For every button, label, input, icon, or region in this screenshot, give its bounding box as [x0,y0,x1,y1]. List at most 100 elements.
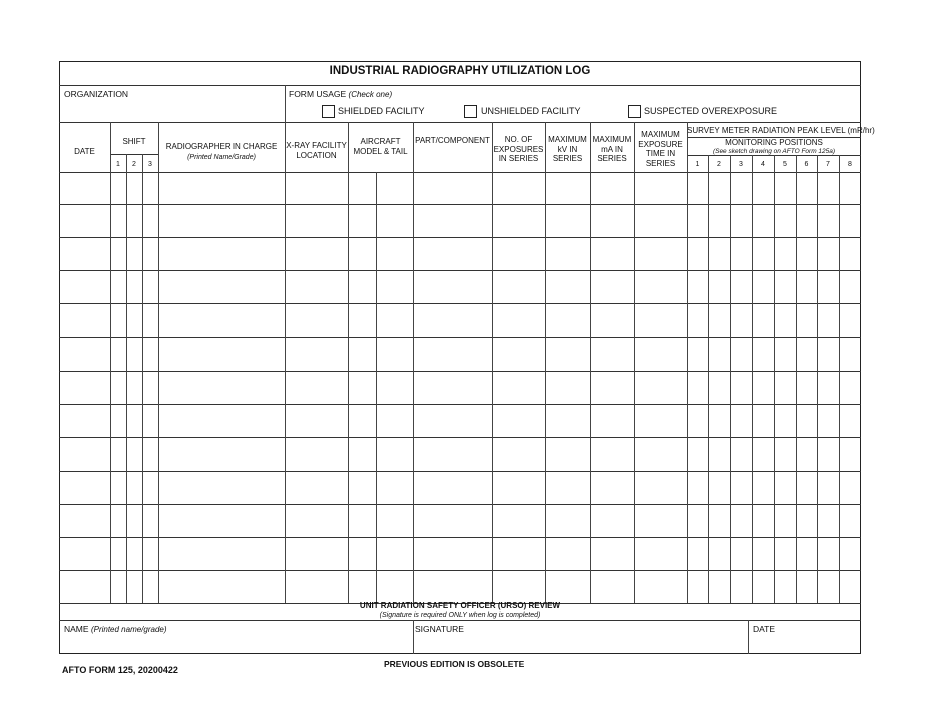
entry-cell[interactable] [775,538,796,570]
entry-cell[interactable] [286,205,348,237]
entry-cell[interactable] [731,173,752,204]
entry-cell[interactable] [111,538,126,570]
entry-cell[interactable] [493,372,545,404]
entry-cell[interactable] [127,472,142,504]
entry-cell[interactable] [493,505,545,537]
entry-cell[interactable] [60,538,110,570]
entry-cell[interactable] [546,304,590,337]
entry-cell[interactable] [377,205,413,237]
entry-cell[interactable] [286,405,348,437]
entry-cell[interactable] [753,538,774,570]
entry-cell[interactable] [709,472,730,504]
entry-cell[interactable] [414,372,492,404]
entry-cell[interactable] [635,304,708,337]
entry-cell[interactable] [775,304,796,337]
entry-cell[interactable] [377,472,413,504]
entry-cell[interactable] [159,205,285,237]
entry-cell[interactable] [286,338,348,371]
entry-cell[interactable] [111,238,126,270]
entry-cell[interactable] [111,338,126,371]
entry-cell[interactable] [709,505,730,537]
entry-cell[interactable] [143,205,158,237]
entry-cell[interactable] [709,571,730,603]
entry-cell[interactable] [414,505,492,537]
entry-cell[interactable] [414,304,492,337]
entry-cell[interactable] [159,238,285,270]
entry-cell[interactable] [143,472,158,504]
entry-cell[interactable] [493,538,545,570]
entry-cell[interactable] [546,338,590,371]
entry-cell[interactable] [818,338,839,371]
entry-cell[interactable] [840,505,861,537]
entry-cell[interactable] [840,372,861,404]
entry-cell[interactable] [159,538,285,570]
entry-cell[interactable] [709,238,730,270]
entry-cell[interactable] [591,571,634,603]
entry-cell[interactable] [840,271,861,303]
entry-cell[interactable] [143,372,158,404]
entry-cell[interactable] [797,505,817,537]
entry-cell[interactable] [493,238,545,270]
unshielded-facility-checkbox[interactable] [464,105,477,118]
organization-field[interactable] [60,98,284,121]
entry-cell[interactable] [60,372,110,404]
entry-cell[interactable] [127,271,142,303]
entry-cell[interactable] [377,173,413,204]
entry-cell[interactable] [377,505,413,537]
entry-cell[interactable] [286,271,348,303]
entry-cell[interactable] [709,205,730,237]
entry-cell[interactable] [635,505,708,537]
entry-cell[interactable] [591,438,634,471]
entry-cell[interactable] [797,338,817,371]
entry-cell[interactable] [797,472,817,504]
entry-cell[interactable] [818,173,839,204]
review-date-field[interactable] [750,634,860,653]
entry-cell[interactable] [414,571,492,603]
entry-cell[interactable] [349,538,376,570]
entry-cell[interactable] [60,438,110,471]
entry-cell[interactable] [546,238,590,270]
entry-cell[interactable] [818,438,839,471]
entry-cell[interactable] [159,571,285,603]
entry-cell[interactable] [286,571,348,603]
entry-cell[interactable] [60,338,110,371]
entry-cell[interactable] [349,205,376,237]
entry-cell[interactable] [60,472,110,504]
entry-cell[interactable] [731,304,752,337]
entry-cell[interactable] [840,205,861,237]
entry-cell[interactable] [159,271,285,303]
entry-cell[interactable] [127,505,142,537]
entry-cell[interactable] [493,271,545,303]
entry-cell[interactable] [731,372,752,404]
entry-cell[interactable] [349,304,376,337]
entry-cell[interactable] [111,405,126,437]
signature-field[interactable] [414,634,748,653]
entry-cell[interactable] [797,571,817,603]
entry-cell[interactable] [127,405,142,437]
entry-cell[interactable] [493,304,545,337]
entry-cell[interactable] [377,571,413,603]
entry-cell[interactable] [377,338,413,371]
entry-cell[interactable] [127,205,142,237]
entry-cell[interactable] [797,271,817,303]
entry-cell[interactable] [818,372,839,404]
entry-cell[interactable] [493,205,545,237]
entry-cell[interactable] [493,405,545,437]
entry-cell[interactable] [591,338,634,371]
entry-cell[interactable] [349,238,376,270]
entry-cell[interactable] [377,304,413,337]
entry-cell[interactable] [127,571,142,603]
entry-cell[interactable] [127,173,142,204]
entry-cell[interactable] [775,505,796,537]
entry-cell[interactable] [709,405,730,437]
entry-cell[interactable] [546,405,590,437]
entry-cell[interactable] [775,372,796,404]
entry-cell[interactable] [818,538,839,570]
entry-cell[interactable] [60,405,110,437]
entry-cell[interactable] [797,438,817,471]
entry-cell[interactable] [775,271,796,303]
entry-cell[interactable] [797,173,817,204]
suspected-overexposure-checkbox[interactable] [628,105,641,118]
shielded-facility-checkbox[interactable] [322,105,335,118]
entry-cell[interactable] [818,304,839,337]
